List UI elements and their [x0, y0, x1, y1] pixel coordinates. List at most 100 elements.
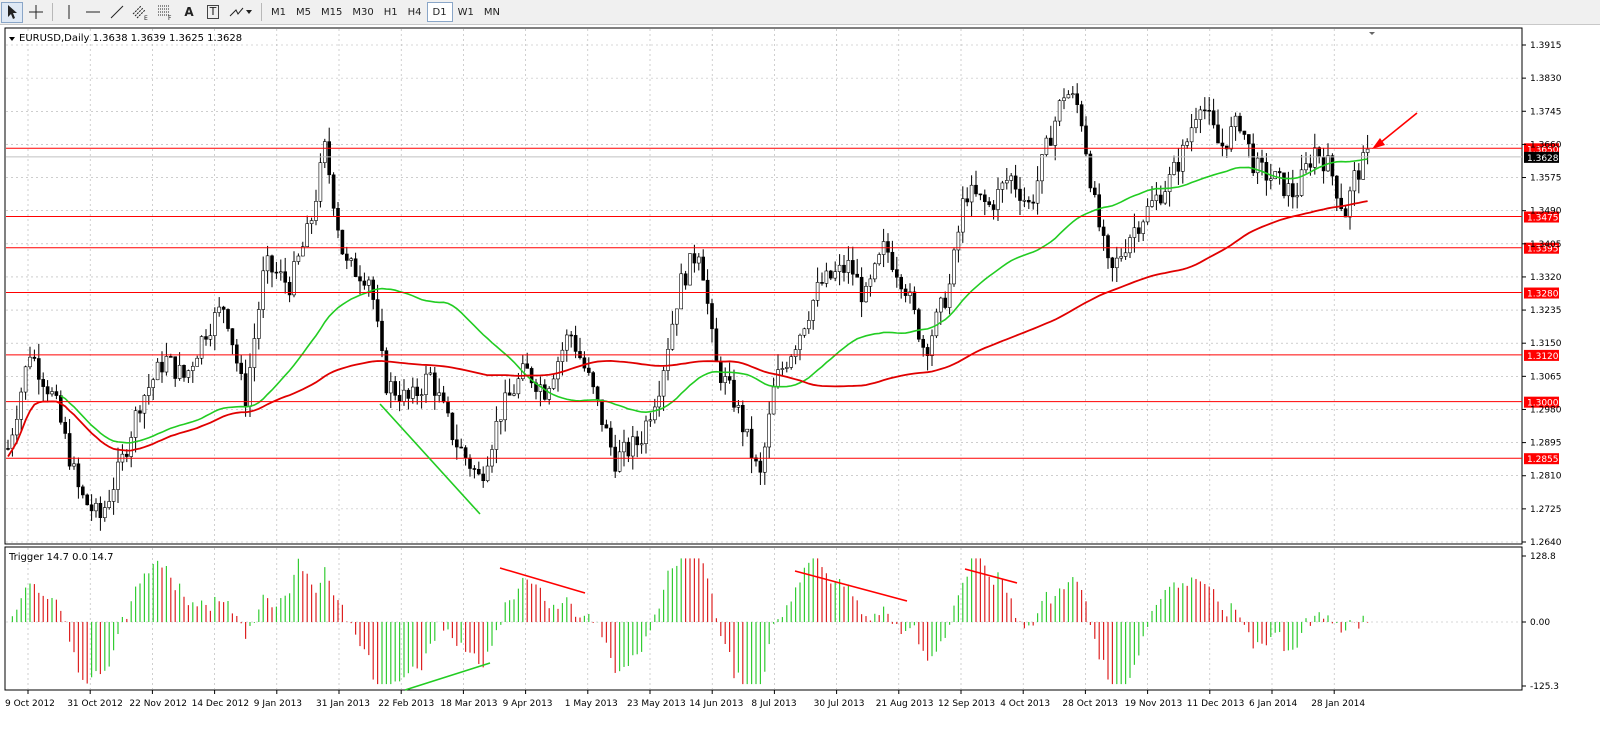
candle-body: [1211, 110, 1216, 126]
candle-body: [169, 356, 173, 358]
timeframe-button-m5[interactable]: M5: [296, 6, 311, 18]
cursor-tool-button[interactable]: [1, 1, 23, 23]
candle-body: [1365, 148, 1370, 153]
fibonacci-tool-button[interactable]: F: [154, 2, 176, 23]
price-level-label: 1.2810: [1530, 472, 1562, 482]
svg-text:F: F: [168, 15, 172, 21]
candle-body: [19, 391, 24, 420]
price-level-label: 1.3235: [1530, 306, 1562, 316]
candle-body: [1335, 175, 1339, 199]
timeframe-button-mn[interactable]: MN: [483, 6, 500, 18]
price-level-label: 1.3915: [1530, 41, 1562, 51]
candle-body: [569, 334, 574, 337]
timeframe-button-m30[interactable]: M30: [352, 6, 374, 18]
horizontal-lines[interactable]: 1.3650 1.3475 1.3395 1.3280 1.3120 1.3000 1.28…: [6, 143, 1559, 465]
candle-body: [1317, 147, 1321, 158]
collapse-triangle-icon[interactable]: [9, 37, 15, 41]
arrows-icon: [229, 7, 252, 17]
candle-body: [6, 448, 10, 450]
candle-body: [32, 356, 37, 359]
candle-body: [410, 386, 415, 399]
candle-body: [1163, 191, 1167, 204]
candle-body: [516, 378, 521, 395]
date-label: 21 Aug 2013: [876, 699, 934, 709]
trend-line[interactable]: [964, 568, 1018, 584]
candle-body: [177, 364, 182, 379]
moving-average-slow: [7, 200, 1368, 457]
candle-body: [965, 198, 970, 203]
timeframe-button-h4[interactable]: H4: [407, 6, 422, 18]
candle-body: [692, 253, 697, 264]
trend-line[interactable]: [379, 403, 481, 515]
candle-body: [142, 395, 147, 414]
candle-body: [393, 381, 398, 396]
candle-body: [824, 270, 829, 284]
arrows-tool-button[interactable]: [226, 2, 256, 23]
candle-body: [806, 320, 811, 330]
candle-body: [1242, 130, 1247, 135]
trend-line[interactable]: [404, 662, 491, 691]
candle-body: [173, 356, 177, 379]
candle-body: [894, 269, 899, 278]
candle-body: [974, 184, 978, 195]
text-label-tool-button[interactable]: T: [202, 2, 224, 23]
horizontal-line-price-tag: [1524, 211, 1559, 223]
candle-body: [639, 443, 644, 446]
date-label: 31 Jan 2013: [316, 699, 370, 709]
timeframe-button-w1[interactable]: W1: [457, 6, 474, 18]
text-label-icon: T: [206, 5, 220, 19]
candle-body: [50, 391, 54, 395]
timeframe-button-m15[interactable]: M15: [321, 6, 343, 18]
time-axis: 9 Oct 2012 31 Oct 2012 22 Nov 2012 14 Dec 2…: [5, 690, 1365, 709]
candle-body: [859, 276, 864, 303]
candle-body: [331, 174, 336, 209]
candle-body: [683, 273, 688, 286]
trend-line[interactable]: [499, 567, 586, 594]
price-level-label: 1.3490: [1530, 207, 1562, 217]
candle-body: [771, 386, 776, 415]
timeframe-button-d1[interactable]: D1: [426, 2, 453, 22]
date-label: 19 Nov 2013: [1125, 699, 1183, 709]
candle-body: [1247, 134, 1251, 145]
candle-body: [494, 421, 499, 450]
vertical-line-tool-button[interactable]: [58, 2, 80, 23]
crosshair-tool-button[interactable]: [25, 2, 47, 23]
candle-body: [811, 300, 816, 321]
trend-lines[interactable]: [379, 112, 1418, 691]
text-tool-button[interactable]: A: [178, 2, 200, 23]
candle-body: [199, 336, 204, 359]
cursor-icon: [8, 5, 17, 19]
candle-body: [1343, 208, 1348, 218]
price-chart[interactable]: 1.3650 1.3475 1.3395 1.3280 1.3120 1.3000 1.28…: [0, 26, 1600, 727]
candle-body: [1194, 119, 1198, 129]
candle-body: [472, 468, 477, 470]
candle-body: [1123, 252, 1128, 257]
candle-body: [714, 328, 719, 362]
trendline-tool-button[interactable]: [106, 2, 128, 23]
annotation-arrow-shaft[interactable]: [1379, 112, 1418, 144]
horizontal-line-tool-button[interactable]: [82, 2, 104, 23]
candle-body: [784, 367, 789, 369]
date-label: 18 Mar 2013: [440, 699, 497, 709]
trend-line[interactable]: [794, 570, 908, 602]
timeframe-button-h1[interactable]: H1: [383, 6, 398, 18]
moving-averages: [7, 158, 1368, 457]
candle-body: [679, 273, 684, 310]
channel-tool-button[interactable]: E: [130, 2, 152, 23]
candle-body: [978, 193, 983, 196]
date-label: 28 Oct 2013: [1062, 699, 1118, 709]
candle-body: [912, 291, 917, 311]
date-label: 11 Dec 2013: [1187, 699, 1245, 709]
trendline-icon: [110, 5, 124, 19]
annotation-arrow-icon[interactable]: [1372, 138, 1385, 149]
candle-body: [45, 386, 50, 395]
candle-body: [837, 264, 842, 272]
timeframe-button-m1[interactable]: M1: [271, 6, 286, 18]
chart-window[interactable]: 1.3650 1.3475 1.3395 1.3280 1.3120 1.3000 1.28…: [0, 26, 1600, 727]
chart-shift-icon[interactable]: [1369, 32, 1375, 35]
date-label: 23 May 2013: [627, 699, 686, 709]
candle-body: [103, 507, 107, 518]
candle-body: [661, 370, 666, 397]
candle-body: [380, 320, 384, 352]
toolbar-separator: [52, 3, 53, 21]
